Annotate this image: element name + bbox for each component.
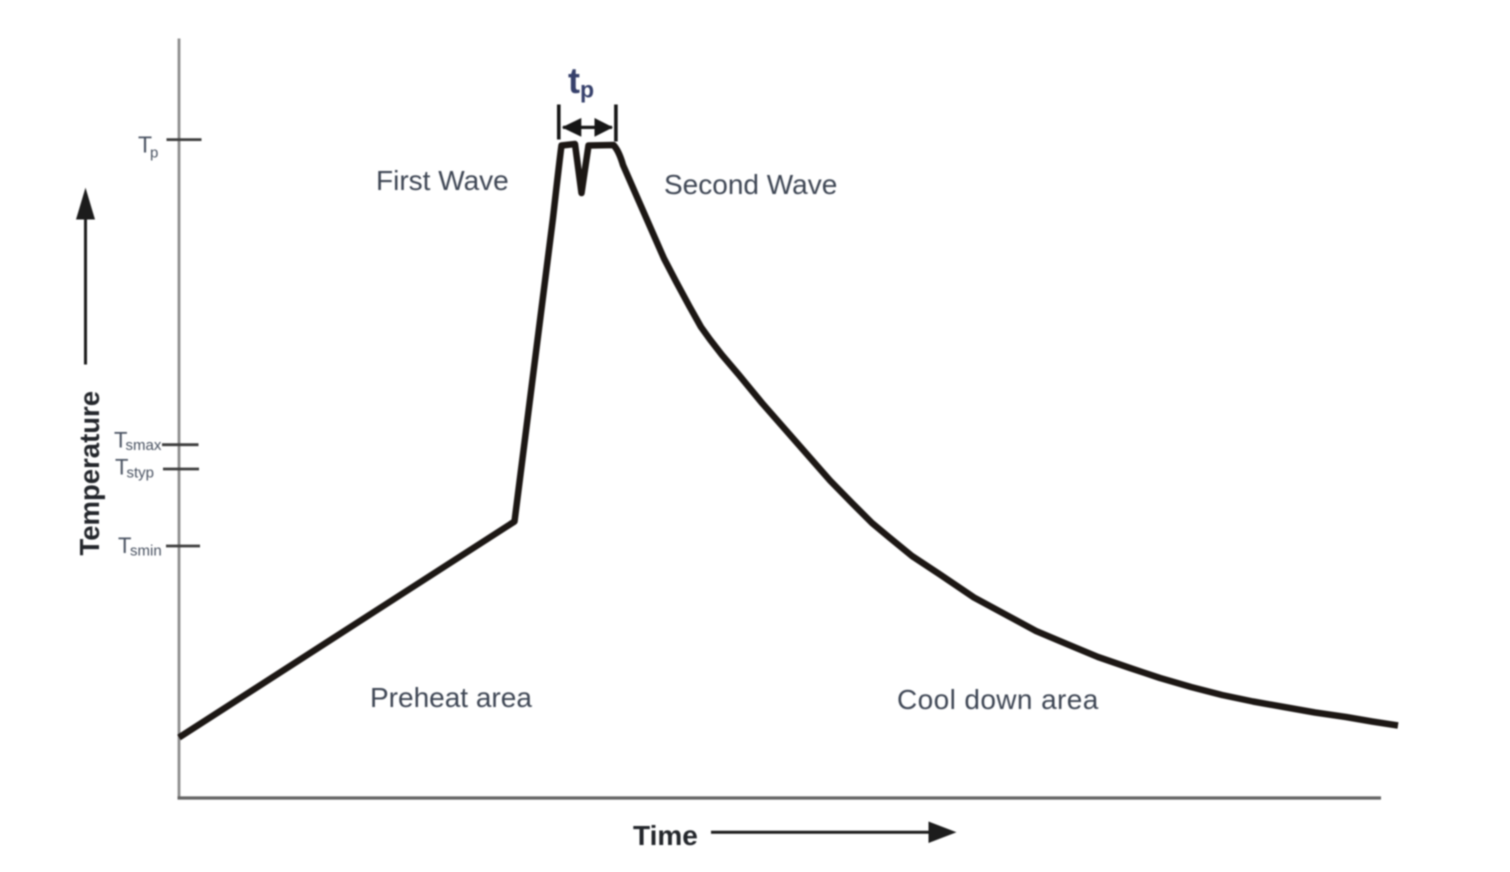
svg-text:Time: Time [633,820,698,851]
svg-text:T: T [115,455,128,480]
svg-text:First Wave: First Wave [376,165,509,196]
svg-text:T: T [114,428,127,453]
svg-text:styp: styp [127,465,155,482]
svg-text:t: t [568,60,580,101]
svg-text:T: T [118,533,131,558]
svg-text:p: p [150,145,158,162]
svg-text:Temperature: Temperature [74,391,105,556]
svg-text:p: p [580,77,594,103]
svg-text:smax: smax [126,437,162,454]
svg-text:Second Wave: Second Wave [664,169,837,200]
svg-text:Preheat area: Preheat area [370,682,532,713]
svg-text:Cool down area: Cool down area [897,684,1099,715]
svg-text:T: T [138,132,152,158]
svg-text:smin: smin [130,543,162,560]
